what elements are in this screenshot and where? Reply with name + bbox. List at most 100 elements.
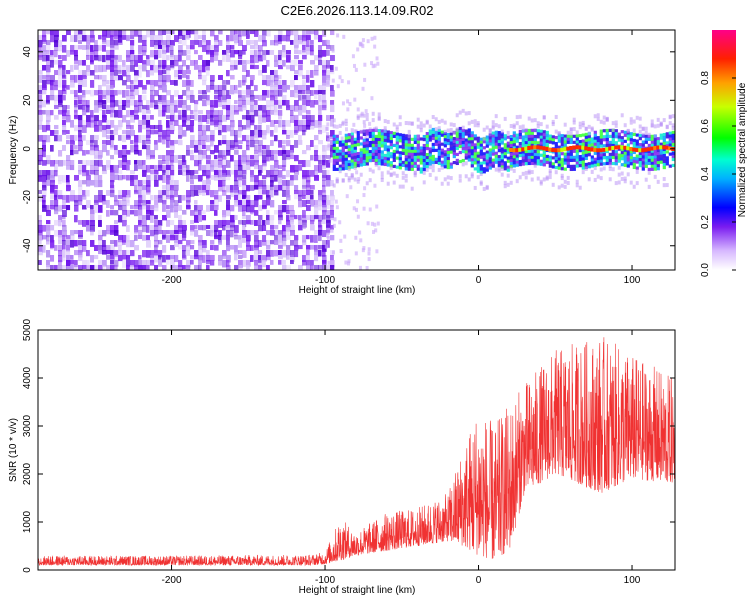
heatmap-cell	[254, 250, 259, 255]
heatmap-cell	[134, 75, 139, 82]
heatmap-cell	[242, 235, 246, 243]
heatmap-cell	[344, 160, 348, 164]
heatmap-cell	[94, 150, 99, 158]
heatmap-cell	[336, 84, 340, 89]
heatmap-cell	[178, 45, 183, 53]
heatmap-cell	[154, 50, 159, 56]
heatmap-cell	[122, 255, 127, 260]
heatmap-cell	[154, 130, 159, 135]
heatmap-cell	[270, 165, 275, 171]
x-tick-label: -200	[162, 275, 182, 286]
heatmap-cell	[359, 129, 363, 134]
colorbar-gradient	[712, 30, 736, 270]
heatmap-cell	[206, 110, 210, 115]
heatmap-cell	[214, 50, 219, 56]
heatmap-cell	[416, 124, 420, 129]
heatmap-cell	[178, 220, 183, 228]
heatmap-cell	[62, 55, 67, 61]
heatmap-cell	[146, 265, 150, 270]
heatmap-cell	[210, 130, 215, 136]
heatmap-cell	[641, 146, 645, 150]
heatmap-cell	[314, 265, 319, 270]
heatmap-cell	[78, 75, 83, 82]
heatmap-cell	[458, 144, 462, 149]
heatmap-cell	[98, 230, 102, 237]
heatmap-cell	[473, 146, 477, 150]
heatmap-cell	[178, 170, 183, 175]
heatmap-cell	[563, 179, 567, 184]
heatmap-cell	[70, 45, 75, 52]
heatmap-cell	[377, 147, 381, 151]
heatmap-cell	[605, 140, 609, 145]
heatmap-cell	[130, 100, 135, 106]
heatmap-cell	[42, 50, 47, 56]
heatmap-cell	[222, 50, 227, 55]
heatmap-cell	[142, 180, 146, 185]
heatmap-cell	[250, 30, 255, 35]
heatmap-cell	[294, 240, 299, 247]
heatmap-cell	[70, 65, 74, 72]
heatmap-cell	[182, 35, 186, 40]
heatmap-cell	[581, 139, 585, 143]
heatmap-cell	[404, 146, 408, 150]
heatmap-cell	[246, 85, 251, 90]
heatmap-cell	[332, 167, 336, 172]
heatmap-cell	[377, 153, 381, 157]
heatmap-cell	[218, 30, 223, 35]
heatmap-cell	[74, 260, 78, 268]
heatmap-cell	[542, 163, 546, 167]
heatmap-cell	[38, 85, 43, 93]
heatmap-cell	[202, 155, 207, 160]
heatmap-cell	[82, 165, 87, 173]
heatmap-cell	[536, 135, 540, 139]
heatmap-cell	[262, 260, 266, 268]
heatmap-cell	[302, 130, 306, 136]
heatmap-cell	[138, 190, 142, 198]
heatmap-cell	[198, 70, 202, 77]
heatmap-cell	[383, 144, 387, 149]
heatmap-cell	[134, 60, 139, 67]
heatmap-cell	[142, 260, 147, 267]
heatmap-cell	[234, 215, 238, 220]
heatmap-cell	[306, 235, 310, 240]
heatmap-cell	[218, 220, 223, 228]
heatmap-cell	[322, 155, 326, 163]
heatmap-cell	[270, 120, 275, 127]
heatmap-cell	[50, 160, 55, 167]
heatmap-cell	[482, 186, 486, 191]
heatmap-cell	[146, 120, 151, 128]
heatmap-cell	[491, 131, 495, 135]
heatmap-cell	[542, 157, 546, 161]
heatmap-cell	[322, 90, 326, 95]
heatmap-cell	[218, 180, 223, 187]
heatmap-cell	[335, 140, 339, 144]
heatmap-cell	[122, 165, 127, 170]
heatmap-cell	[174, 75, 179, 80]
heatmap-cell	[488, 128, 492, 133]
heatmap-cell	[154, 35, 159, 43]
heatmap-cell	[632, 141, 636, 146]
heatmap-cell	[50, 35, 55, 43]
heatmap-cell	[202, 140, 206, 147]
heatmap-cell	[290, 220, 294, 225]
heatmap-cell	[467, 155, 471, 159]
heatmap-cell	[527, 134, 531, 139]
heatmap-cell	[494, 167, 498, 172]
heatmap-cell	[138, 70, 142, 78]
heatmap-cell	[198, 95, 203, 101]
heatmap-cell	[242, 220, 247, 228]
x-tick-label: 100	[624, 575, 641, 586]
heatmap-cell	[94, 265, 99, 270]
heatmap-cell	[114, 220, 118, 225]
heatmap-cell	[254, 45, 259, 50]
heatmap-cell	[509, 144, 513, 148]
heatmap-cell	[138, 200, 142, 207]
heatmap-cell	[359, 142, 363, 146]
heatmap-cell	[42, 200, 46, 208]
heatmap-cell	[110, 190, 115, 198]
heatmap-cell	[206, 85, 211, 93]
heatmap-cell	[126, 200, 130, 207]
heatmap-cell	[154, 200, 159, 208]
heatmap-cell	[389, 155, 393, 159]
heatmap-cell	[46, 115, 51, 123]
